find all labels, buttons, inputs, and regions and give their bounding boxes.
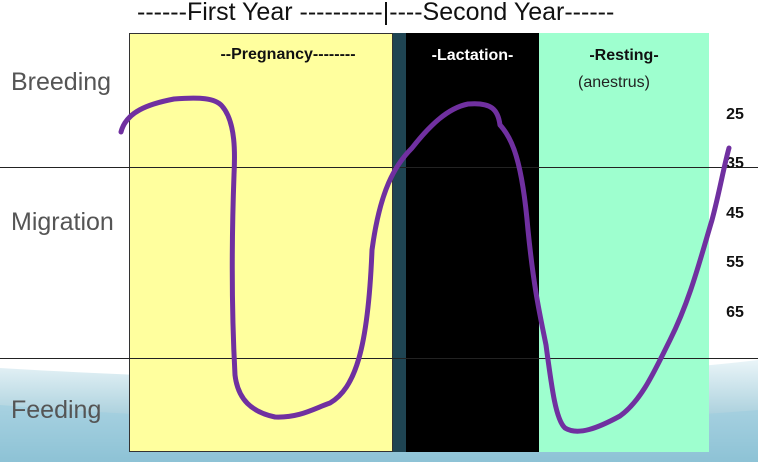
separator-band [393,33,406,452]
divider-line-upper [0,167,758,168]
pregnancy-label: --Pregnancy-------- [220,46,356,63]
scale-tick-25: 25 [726,106,744,123]
scale-tick-65: 65 [726,304,744,321]
resting-band [539,33,709,452]
anestrus-label: (anestrus) [577,74,651,91]
cycle-line [118,95,732,434]
scale-tick-55: 55 [726,254,744,271]
feeding-label: Feeding [11,396,102,424]
year-header: ------First Year ----------|----Second Y… [137,0,615,26]
migration-label: Migration [11,208,114,236]
breeding-label: Breeding [11,68,112,96]
resting-label: -Resting- [589,47,659,64]
scale-tick-35: 35 [726,155,744,172]
lactation-label: -Lactation- [431,47,514,64]
divider-line-lower [0,358,758,359]
scale-tick-45: 45 [726,205,744,222]
